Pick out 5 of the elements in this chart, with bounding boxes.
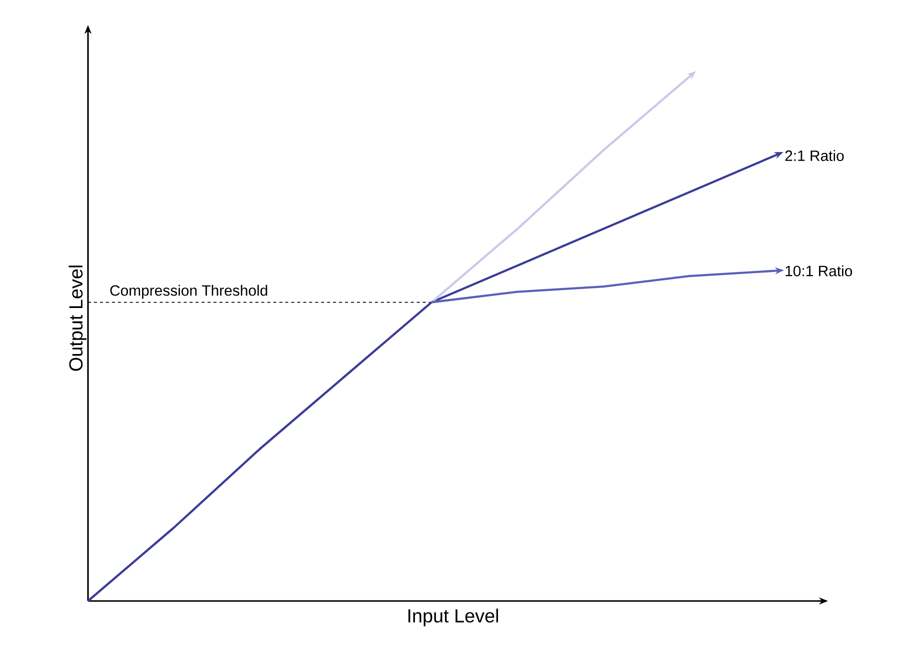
legend-label: 10:1 Ratio bbox=[786, 265, 852, 276]
x-axis-title: Input Level bbox=[408, 608, 498, 626]
legend-label: 2:1 Ratio bbox=[785, 150, 844, 162]
y-axis-title: Output Level bbox=[68, 266, 86, 371]
ref-line-label: Compression Threshold bbox=[110, 284, 268, 299]
